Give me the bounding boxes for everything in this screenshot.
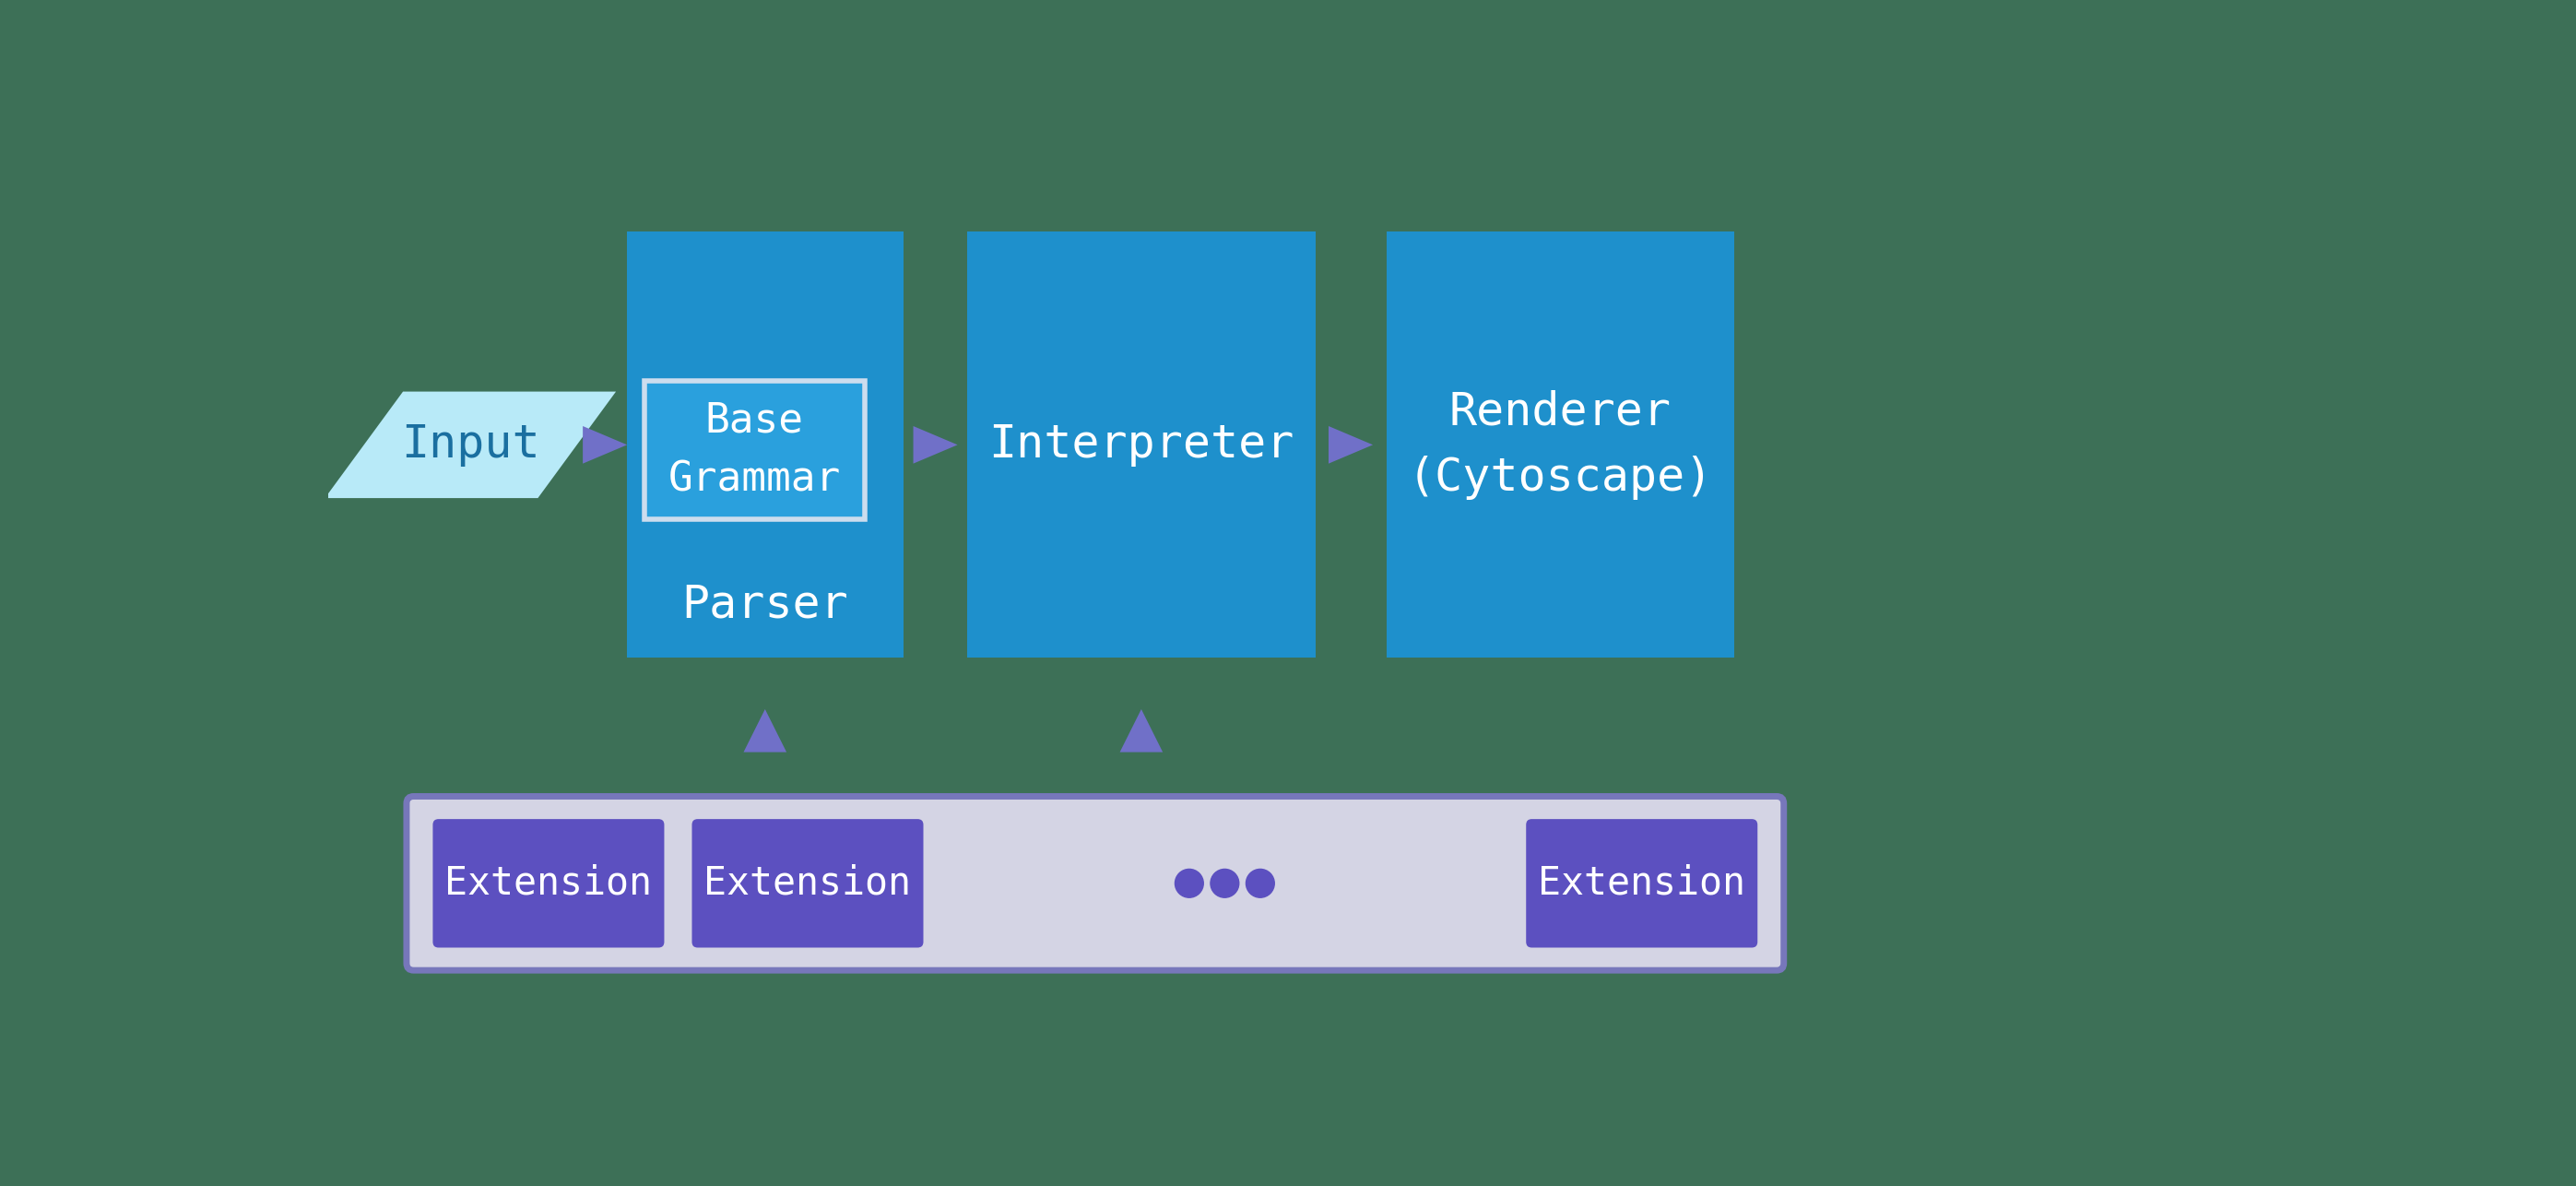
FancyBboxPatch shape xyxy=(1525,820,1757,948)
Bar xyxy=(626,231,904,658)
Bar xyxy=(1386,231,1734,658)
Text: Renderer
(Cytoscape): Renderer (Cytoscape) xyxy=(1406,390,1713,499)
Polygon shape xyxy=(1329,426,1373,464)
Circle shape xyxy=(1247,869,1275,898)
Polygon shape xyxy=(582,426,626,464)
FancyBboxPatch shape xyxy=(407,796,1783,970)
Bar xyxy=(644,381,866,519)
Polygon shape xyxy=(744,709,786,752)
Text: Extension: Extension xyxy=(703,863,912,903)
Text: Interpreter: Interpreter xyxy=(989,422,1293,467)
Text: Parser: Parser xyxy=(683,582,848,626)
FancyBboxPatch shape xyxy=(693,820,922,948)
Bar xyxy=(969,231,1316,658)
Circle shape xyxy=(1175,869,1203,898)
Polygon shape xyxy=(914,426,958,464)
Text: Input: Input xyxy=(402,422,541,467)
Text: Extension: Extension xyxy=(446,863,652,903)
Text: Base
Grammar: Base Grammar xyxy=(667,401,840,499)
Polygon shape xyxy=(325,391,616,498)
Circle shape xyxy=(1211,869,1239,898)
FancyBboxPatch shape xyxy=(433,820,665,948)
Polygon shape xyxy=(1121,709,1162,752)
Text: Extension: Extension xyxy=(1538,863,1747,903)
